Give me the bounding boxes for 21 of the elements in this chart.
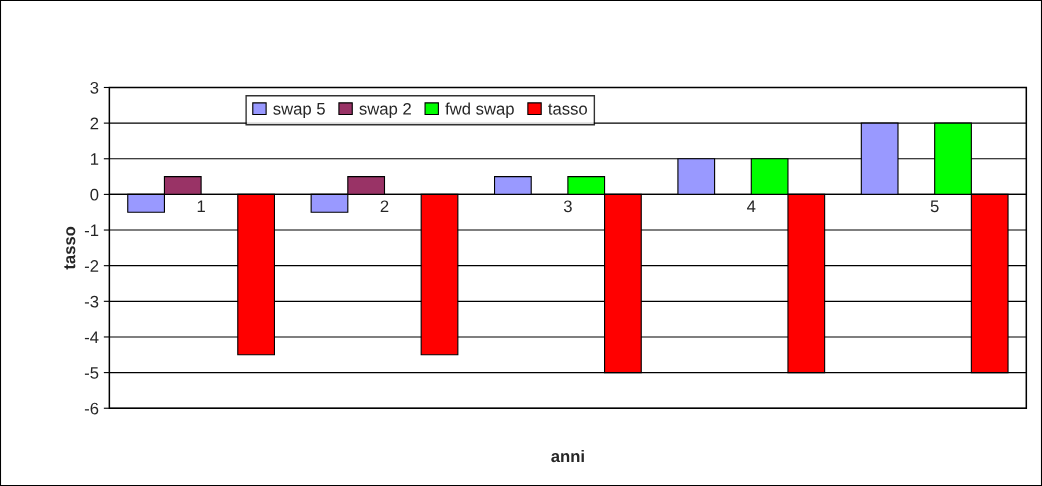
y-tick-label: 1 — [91, 153, 99, 165]
y-tick-label: -4 — [84, 331, 99, 343]
y-tick-label: -1 — [84, 224, 99, 237]
x-tick-label: 3 — [563, 200, 572, 213]
legend-label: fwd swap — [445, 102, 514, 119]
y-tick-label: 0 — [90, 188, 99, 201]
x-tick-label: 1 — [197, 200, 205, 213]
y-tick-label: -6 — [84, 402, 99, 415]
x-tick-label: 5 — [930, 200, 939, 213]
y-tick-label: -3 — [84, 295, 99, 308]
y-tick-label: -2 — [84, 260, 99, 272]
x-tick-label: 2 — [380, 200, 389, 213]
y-tick-label: -5 — [84, 367, 99, 379]
legend-label: tasso — [548, 103, 587, 115]
x-axis-title: anni — [551, 449, 584, 463]
legend-label: swap 2 — [359, 102, 411, 119]
y-tick-label: 2 — [90, 117, 99, 130]
legend-label: swap 5 — [273, 103, 325, 119]
y-axis-title: tasso — [64, 226, 76, 270]
y-tick-label: 3 — [90, 81, 99, 94]
x-tick-label: 4 — [747, 200, 756, 213]
